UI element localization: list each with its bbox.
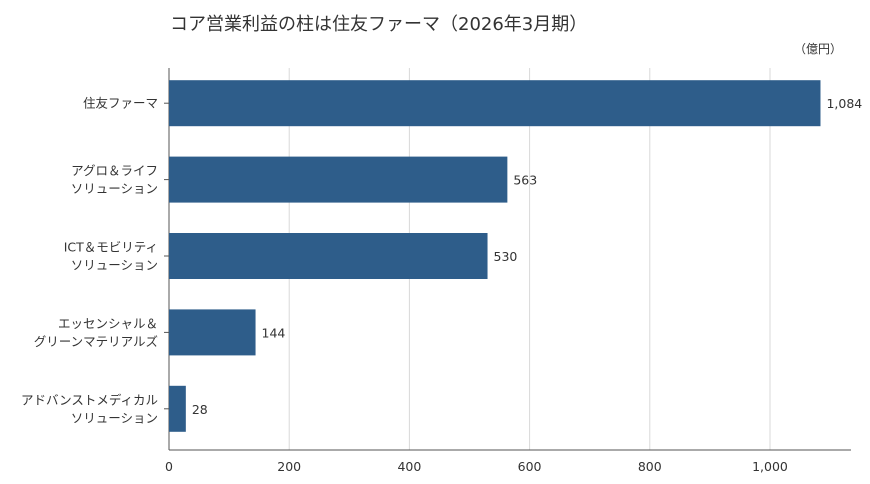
unit-label: （億円） <box>793 42 842 56</box>
bar-3 <box>169 309 256 356</box>
category-label-3-0: エッセンシャル＆ <box>58 316 158 331</box>
data-label-0: 1,084 <box>826 96 862 111</box>
x-tick-label-4: 800 <box>638 459 662 474</box>
x-tick-label-1: 200 <box>277 459 301 474</box>
category-label-1-0: アグロ＆ライフ <box>71 163 158 178</box>
x-tick-label-3: 600 <box>518 459 542 474</box>
category-label-4-1: ソリューション <box>71 410 158 425</box>
data-label-4: 28 <box>192 402 208 417</box>
category-label-3-1: グリーンマテリアルズ <box>34 334 158 349</box>
bar-2 <box>169 233 488 279</box>
category-label-0-0: 住友ファーマ <box>83 96 158 111</box>
data-label-2: 530 <box>494 249 518 264</box>
category-label-2-1: ソリューション <box>71 258 158 273</box>
x-tick-label-5: 1,000 <box>752 459 788 474</box>
bar-4 <box>169 385 186 432</box>
chart-title: コア営業利益の柱は住友ファーマ（2026年3月期） <box>170 14 588 35</box>
bar-1 <box>169 156 508 203</box>
category-label-4-0: アドバンストメディカル <box>21 392 158 407</box>
bar-0 <box>169 80 821 127</box>
category-label-2-0: ICT＆モビリティ <box>64 240 158 255</box>
data-label-1: 563 <box>513 173 537 188</box>
x-tick-label-0: 0 <box>165 459 173 474</box>
data-label-3: 144 <box>262 325 286 340</box>
x-tick-label-2: 400 <box>397 459 421 474</box>
category-label-1-1: ソリューション <box>71 181 158 196</box>
